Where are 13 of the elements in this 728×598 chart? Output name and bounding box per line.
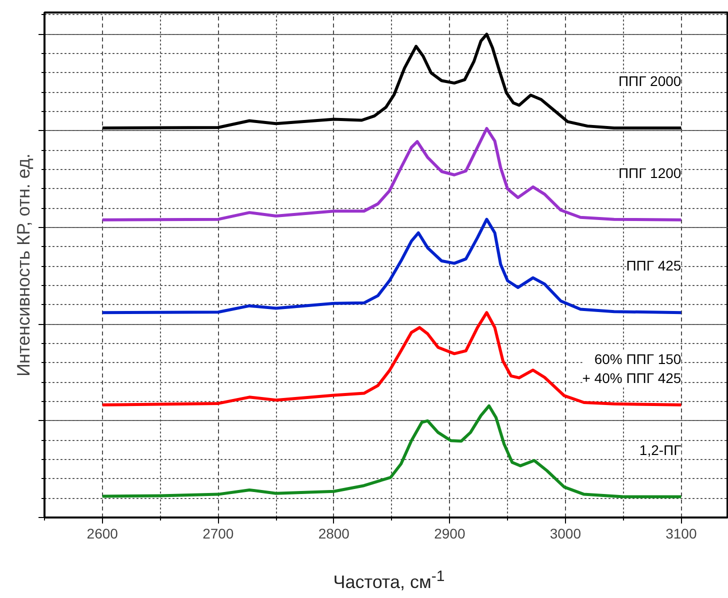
x-tick-label: 2900 bbox=[434, 526, 466, 542]
x-axis-title: Частота, см$^{-1}$ bbox=[333, 567, 445, 594]
text: ППГ 425 bbox=[626, 258, 682, 274]
y-axis-title: Интенсивность КР, отн. ед. bbox=[14, 153, 34, 377]
series-label: 60% ППГ 150 + 40% ППГ 425 bbox=[582, 351, 682, 386]
x-tick-label: 2800 bbox=[318, 526, 350, 542]
text: 1,2-ПГ bbox=[639, 442, 682, 458]
text: ППГ 1200 bbox=[618, 164, 682, 181]
x-tick-label: 3000 bbox=[550, 526, 582, 542]
x-tick-label: 2700 bbox=[202, 526, 234, 542]
x-tick-label: 3100 bbox=[666, 526, 697, 542]
text: ППГ 2000 bbox=[618, 73, 682, 90]
x-tick-label: 2600 bbox=[86, 526, 118, 542]
